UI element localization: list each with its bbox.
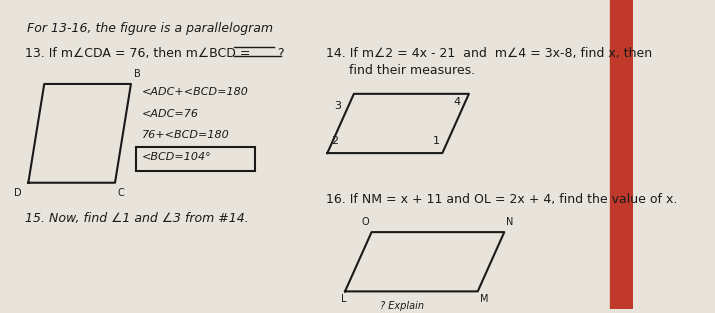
Text: B: B (134, 69, 140, 79)
Text: <ADC=76: <ADC=76 (142, 109, 199, 119)
Text: 15. Now, find ∠1 and ∠3 from #14.: 15. Now, find ∠1 and ∠3 from #14. (25, 212, 249, 225)
Text: <ADC+<BCD=180: <ADC+<BCD=180 (142, 87, 248, 97)
Text: N: N (506, 217, 513, 227)
Text: find their measures.: find their measures. (350, 64, 475, 77)
Text: M: M (480, 294, 489, 304)
Text: O: O (361, 217, 369, 227)
Bar (611, 0, 633, 309)
Text: 1: 1 (433, 136, 440, 146)
Text: D: D (14, 188, 22, 198)
Text: ?: ? (277, 47, 284, 60)
Text: 2: 2 (331, 136, 338, 146)
Text: 14. If m∠2 = 4x - 21  and  m∠4 = 3x-8, find x, then: 14. If m∠2 = 4x - 21 and m∠4 = 3x-8, fin… (325, 47, 651, 60)
Text: 3: 3 (335, 101, 341, 111)
Text: ? Explain: ? Explain (380, 301, 425, 311)
Text: 13. If m∠CDA = 76, then m∠BCD =: 13. If m∠CDA = 76, then m∠BCD = (25, 47, 255, 60)
Text: 76+<BCD=180: 76+<BCD=180 (142, 131, 230, 141)
Text: For 13-16, the figure is a parallelogram: For 13-16, the figure is a parallelogram (26, 22, 272, 35)
Text: L: L (340, 294, 346, 304)
Text: 4: 4 (454, 97, 461, 107)
Text: 16. If NM = x + 11 and OL = 2x + 4, find the value of x.: 16. If NM = x + 11 and OL = 2x + 4, find… (325, 192, 677, 206)
Text: <BCD=104°: <BCD=104° (142, 152, 212, 162)
Text: C: C (118, 188, 124, 198)
